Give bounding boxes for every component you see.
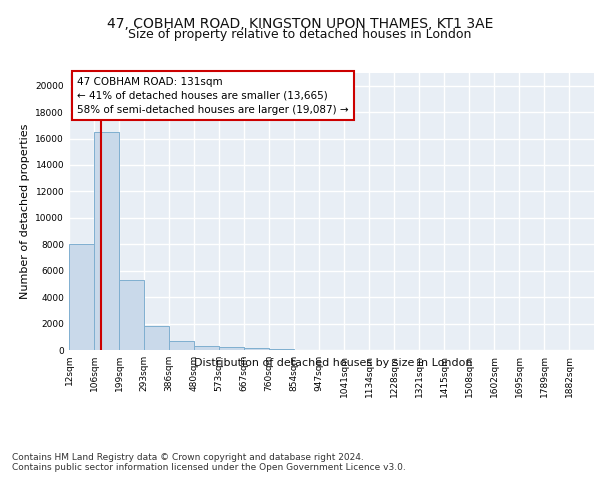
Bar — [69, 244, 94, 350]
Text: Contains HM Land Registry data © Crown copyright and database right 2024.: Contains HM Land Registry data © Crown c… — [12, 454, 364, 462]
Bar — [169, 342, 194, 350]
Bar — [144, 326, 169, 350]
Bar — [244, 348, 269, 350]
Bar — [119, 280, 144, 350]
Text: 47, COBHAM ROAD, KINGSTON UPON THAMES, KT1 3AE: 47, COBHAM ROAD, KINGSTON UPON THAMES, K… — [107, 18, 493, 32]
Bar — [94, 132, 119, 350]
Bar — [219, 348, 244, 350]
Text: Distribution of detached houses by size in London: Distribution of detached houses by size … — [194, 358, 472, 368]
Text: Size of property relative to detached houses in London: Size of property relative to detached ho… — [128, 28, 472, 41]
Y-axis label: Number of detached properties: Number of detached properties — [20, 124, 30, 299]
Text: Contains public sector information licensed under the Open Government Licence v3: Contains public sector information licen… — [12, 464, 406, 472]
Bar — [194, 346, 219, 350]
Bar — [269, 348, 294, 350]
Text: 47 COBHAM ROAD: 131sqm
← 41% of detached houses are smaller (13,665)
58% of semi: 47 COBHAM ROAD: 131sqm ← 41% of detached… — [77, 76, 349, 114]
